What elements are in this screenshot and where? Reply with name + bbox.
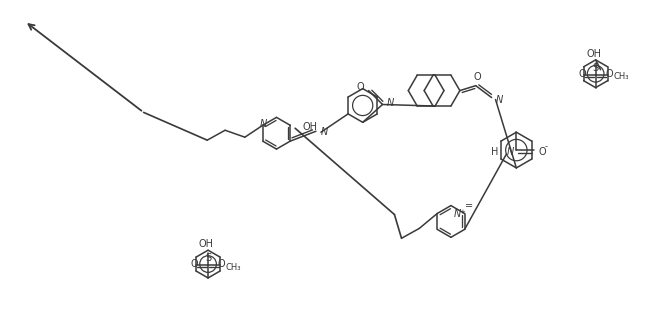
Text: N: N xyxy=(454,209,461,218)
Text: O: O xyxy=(538,147,545,157)
Text: OH: OH xyxy=(586,49,601,59)
Text: H: H xyxy=(491,147,499,157)
Text: N: N xyxy=(386,99,393,108)
Text: -: - xyxy=(544,143,547,152)
Text: OH: OH xyxy=(302,122,317,132)
Text: OH: OH xyxy=(199,239,214,249)
Text: N: N xyxy=(321,127,328,137)
Text: O: O xyxy=(218,259,226,269)
Text: N: N xyxy=(495,94,503,105)
Text: CH₃: CH₃ xyxy=(226,262,241,272)
Text: O: O xyxy=(578,69,586,79)
Text: S: S xyxy=(205,253,211,263)
Text: O: O xyxy=(605,69,613,79)
Text: N: N xyxy=(260,119,267,129)
Text: =: = xyxy=(465,202,473,211)
Text: CH₃: CH₃ xyxy=(613,72,629,81)
Text: O: O xyxy=(474,72,482,82)
Text: O: O xyxy=(356,82,364,92)
Text: O: O xyxy=(191,259,198,269)
Text: N: N xyxy=(507,147,514,157)
Text: S: S xyxy=(593,63,599,73)
Text: +: + xyxy=(459,209,465,215)
